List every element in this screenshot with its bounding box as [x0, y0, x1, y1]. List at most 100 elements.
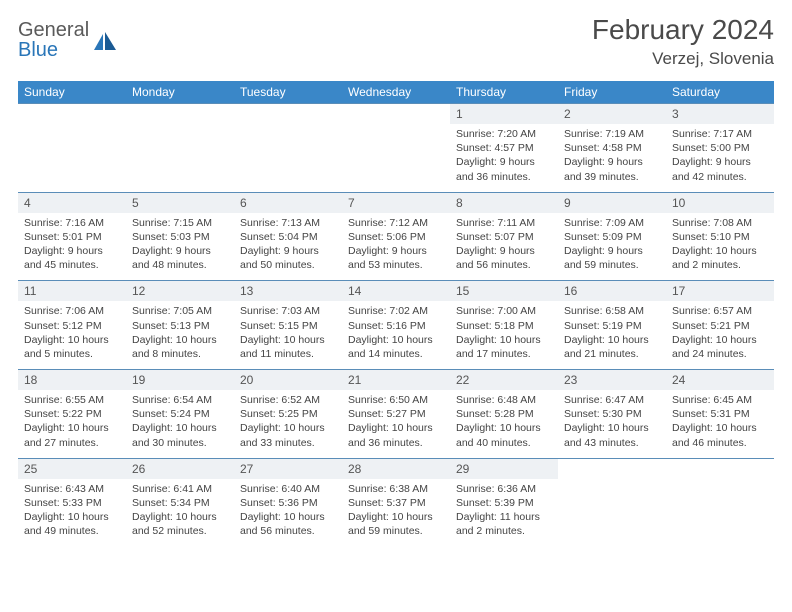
day-content-row: Sunrise: 7:16 AMSunset: 5:01 PM Daylight:… [18, 213, 774, 281]
sunrise-line: Sunrise: 7:05 AM [132, 304, 228, 318]
day-content-cell [558, 479, 666, 547]
sunrise-line: Sunrise: 7:20 AM [456, 127, 552, 141]
daylight-line: Daylight: 10 hours and 59 minutes. [348, 510, 444, 538]
sunset-line: Sunset: 5:39 PM [456, 496, 552, 510]
day-number-cell: 9 [558, 192, 666, 213]
day-number-row: 18192021222324 [18, 370, 774, 391]
weekday-header-row: Sunday Monday Tuesday Wednesday Thursday… [18, 81, 774, 104]
day-number-cell: 7 [342, 192, 450, 213]
daylight-line: Daylight: 10 hours and 46 minutes. [672, 421, 768, 449]
day-number-cell: 13 [234, 281, 342, 302]
sunset-line: Sunset: 5:15 PM [240, 319, 336, 333]
day-number-cell: 18 [18, 370, 126, 391]
day-number-cell: 2 [558, 104, 666, 125]
sunrise-line: Sunrise: 7:03 AM [240, 304, 336, 318]
day-content-cell: Sunrise: 7:06 AMSunset: 5:12 PMDaylight:… [18, 301, 126, 369]
sunrise-line: Sunrise: 6:48 AM [456, 393, 552, 407]
daylight-line: Daylight: 10 hours and 11 minutes. [240, 333, 336, 361]
sunset-line: Sunset: 5:00 PM [672, 141, 768, 155]
daylight-line: Daylight: 10 hours and 56 minutes. [240, 510, 336, 538]
day-number-cell [342, 104, 450, 125]
day-content-cell: Sunrise: 7:00 AMSunset: 5:18 PMDaylight:… [450, 301, 558, 369]
sunrise-line: Sunrise: 6:45 AM [672, 393, 768, 407]
sunset-line: Sunset: 5:06 PM [348, 230, 444, 244]
day-content-cell [234, 124, 342, 192]
daylight-line: Daylight: 10 hours and 33 minutes. [240, 421, 336, 449]
day-content-row: Sunrise: 6:55 AMSunset: 5:22 PMDaylight:… [18, 390, 774, 458]
sunset-line: Sunset: 4:57 PM [456, 141, 552, 155]
daylight-line: Daylight: 9 hours and 48 minutes. [132, 244, 228, 272]
daylight-line: Daylight: 10 hours and 40 minutes. [456, 421, 552, 449]
daylight-line: Daylight: 10 hours and 17 minutes. [456, 333, 552, 361]
sunrise-line: Sunrise: 7:11 AM [456, 216, 552, 230]
day-content-cell: Sunrise: 7:05 AMSunset: 5:13 PMDaylight:… [126, 301, 234, 369]
day-content-cell: Sunrise: 6:57 AMSunset: 5:21 PMDaylight:… [666, 301, 774, 369]
logo: General Blue [18, 14, 116, 60]
weekday-header: Tuesday [234, 81, 342, 104]
day-content-cell [666, 479, 774, 547]
sunset-line: Sunset: 5:07 PM [456, 230, 552, 244]
weekday-header: Saturday [666, 81, 774, 104]
day-number-cell: 14 [342, 281, 450, 302]
sunrise-line: Sunrise: 6:47 AM [564, 393, 660, 407]
sunset-line: Sunset: 5:28 PM [456, 407, 552, 421]
sunset-line: Sunset: 5:25 PM [240, 407, 336, 421]
day-number-cell: 5 [126, 192, 234, 213]
sunset-line: Sunset: 5:22 PM [24, 407, 120, 421]
sunset-line: Sunset: 5:30 PM [564, 407, 660, 421]
logo-sail-icon [94, 32, 116, 52]
day-content-cell: Sunrise: 6:55 AMSunset: 5:22 PMDaylight:… [18, 390, 126, 458]
calendar-table: Sunday Monday Tuesday Wednesday Thursday… [18, 81, 774, 546]
day-number-cell [18, 104, 126, 125]
day-content-cell: Sunrise: 6:41 AMSunset: 5:34 PMDaylight:… [126, 479, 234, 547]
day-content-cell: Sunrise: 7:03 AMSunset: 5:15 PMDaylight:… [234, 301, 342, 369]
day-number-row: 11121314151617 [18, 281, 774, 302]
daylight-line: Daylight: 9 hours and 53 minutes. [348, 244, 444, 272]
day-content-cell [18, 124, 126, 192]
day-number-cell: 12 [126, 281, 234, 302]
day-number-cell: 24 [666, 370, 774, 391]
day-content-cell [126, 124, 234, 192]
day-number-cell: 19 [126, 370, 234, 391]
day-number-cell: 10 [666, 192, 774, 213]
sunset-line: Sunset: 5:21 PM [672, 319, 768, 333]
sunset-line: Sunset: 4:58 PM [564, 141, 660, 155]
daylight-line: Daylight: 10 hours and 36 minutes. [348, 421, 444, 449]
day-content-cell: Sunrise: 6:47 AMSunset: 5:30 PMDaylight:… [558, 390, 666, 458]
sunset-line: Sunset: 5:13 PM [132, 319, 228, 333]
daylight-line: Daylight: 9 hours and 50 minutes. [240, 244, 336, 272]
sunset-line: Sunset: 5:03 PM [132, 230, 228, 244]
day-number-cell: 17 [666, 281, 774, 302]
day-number-cell [558, 458, 666, 479]
day-content-cell: Sunrise: 7:19 AMSunset: 4:58 PMDaylight:… [558, 124, 666, 192]
daylight-line: Daylight: 10 hours and 43 minutes. [564, 421, 660, 449]
daylight-line: Daylight: 10 hours and 5 minutes. [24, 333, 120, 361]
sunset-line: Sunset: 5:10 PM [672, 230, 768, 244]
sunrise-line: Sunrise: 6:52 AM [240, 393, 336, 407]
sunrise-line: Sunrise: 7:08 AM [672, 216, 768, 230]
day-number-cell: 28 [342, 458, 450, 479]
day-number-cell: 26 [126, 458, 234, 479]
weekday-header: Thursday [450, 81, 558, 104]
sunrise-line: Sunrise: 7:09 AM [564, 216, 660, 230]
header: General Blue February 2024 Verzej, Slove… [18, 14, 774, 69]
sunrise-line: Sunrise: 6:41 AM [132, 482, 228, 496]
daylight-line: Daylight: 9 hours and 39 minutes. [564, 155, 660, 183]
sunset-line: Sunset: 5:27 PM [348, 407, 444, 421]
day-content-cell: Sunrise: 7:20 AMSunset: 4:57 PMDaylight:… [450, 124, 558, 192]
sunrise-line: Sunrise: 7:06 AM [24, 304, 120, 318]
sunrise-line: Sunrise: 7:16 AM [24, 216, 120, 230]
daylight-line: Daylight: 10 hours and 52 minutes. [132, 510, 228, 538]
sunset-line: Sunset: 5:36 PM [240, 496, 336, 510]
day-number-cell [666, 458, 774, 479]
sunrise-line: Sunrise: 7:15 AM [132, 216, 228, 230]
logo-word-1: General [18, 20, 89, 40]
sunrise-line: Sunrise: 6:36 AM [456, 482, 552, 496]
page-subtitle: Verzej, Slovenia [592, 49, 774, 69]
day-content-row: Sunrise: 7:06 AMSunset: 5:12 PMDaylight:… [18, 301, 774, 369]
day-content-cell: Sunrise: 6:36 AMSunset: 5:39 PMDaylight:… [450, 479, 558, 547]
daylight-line: Daylight: 10 hours and 49 minutes. [24, 510, 120, 538]
day-content-cell: Sunrise: 6:54 AMSunset: 5:24 PMDaylight:… [126, 390, 234, 458]
sunset-line: Sunset: 5:01 PM [24, 230, 120, 244]
day-content-cell: Sunrise: 7:12 AMSunset: 5:06 PMDaylight:… [342, 213, 450, 281]
